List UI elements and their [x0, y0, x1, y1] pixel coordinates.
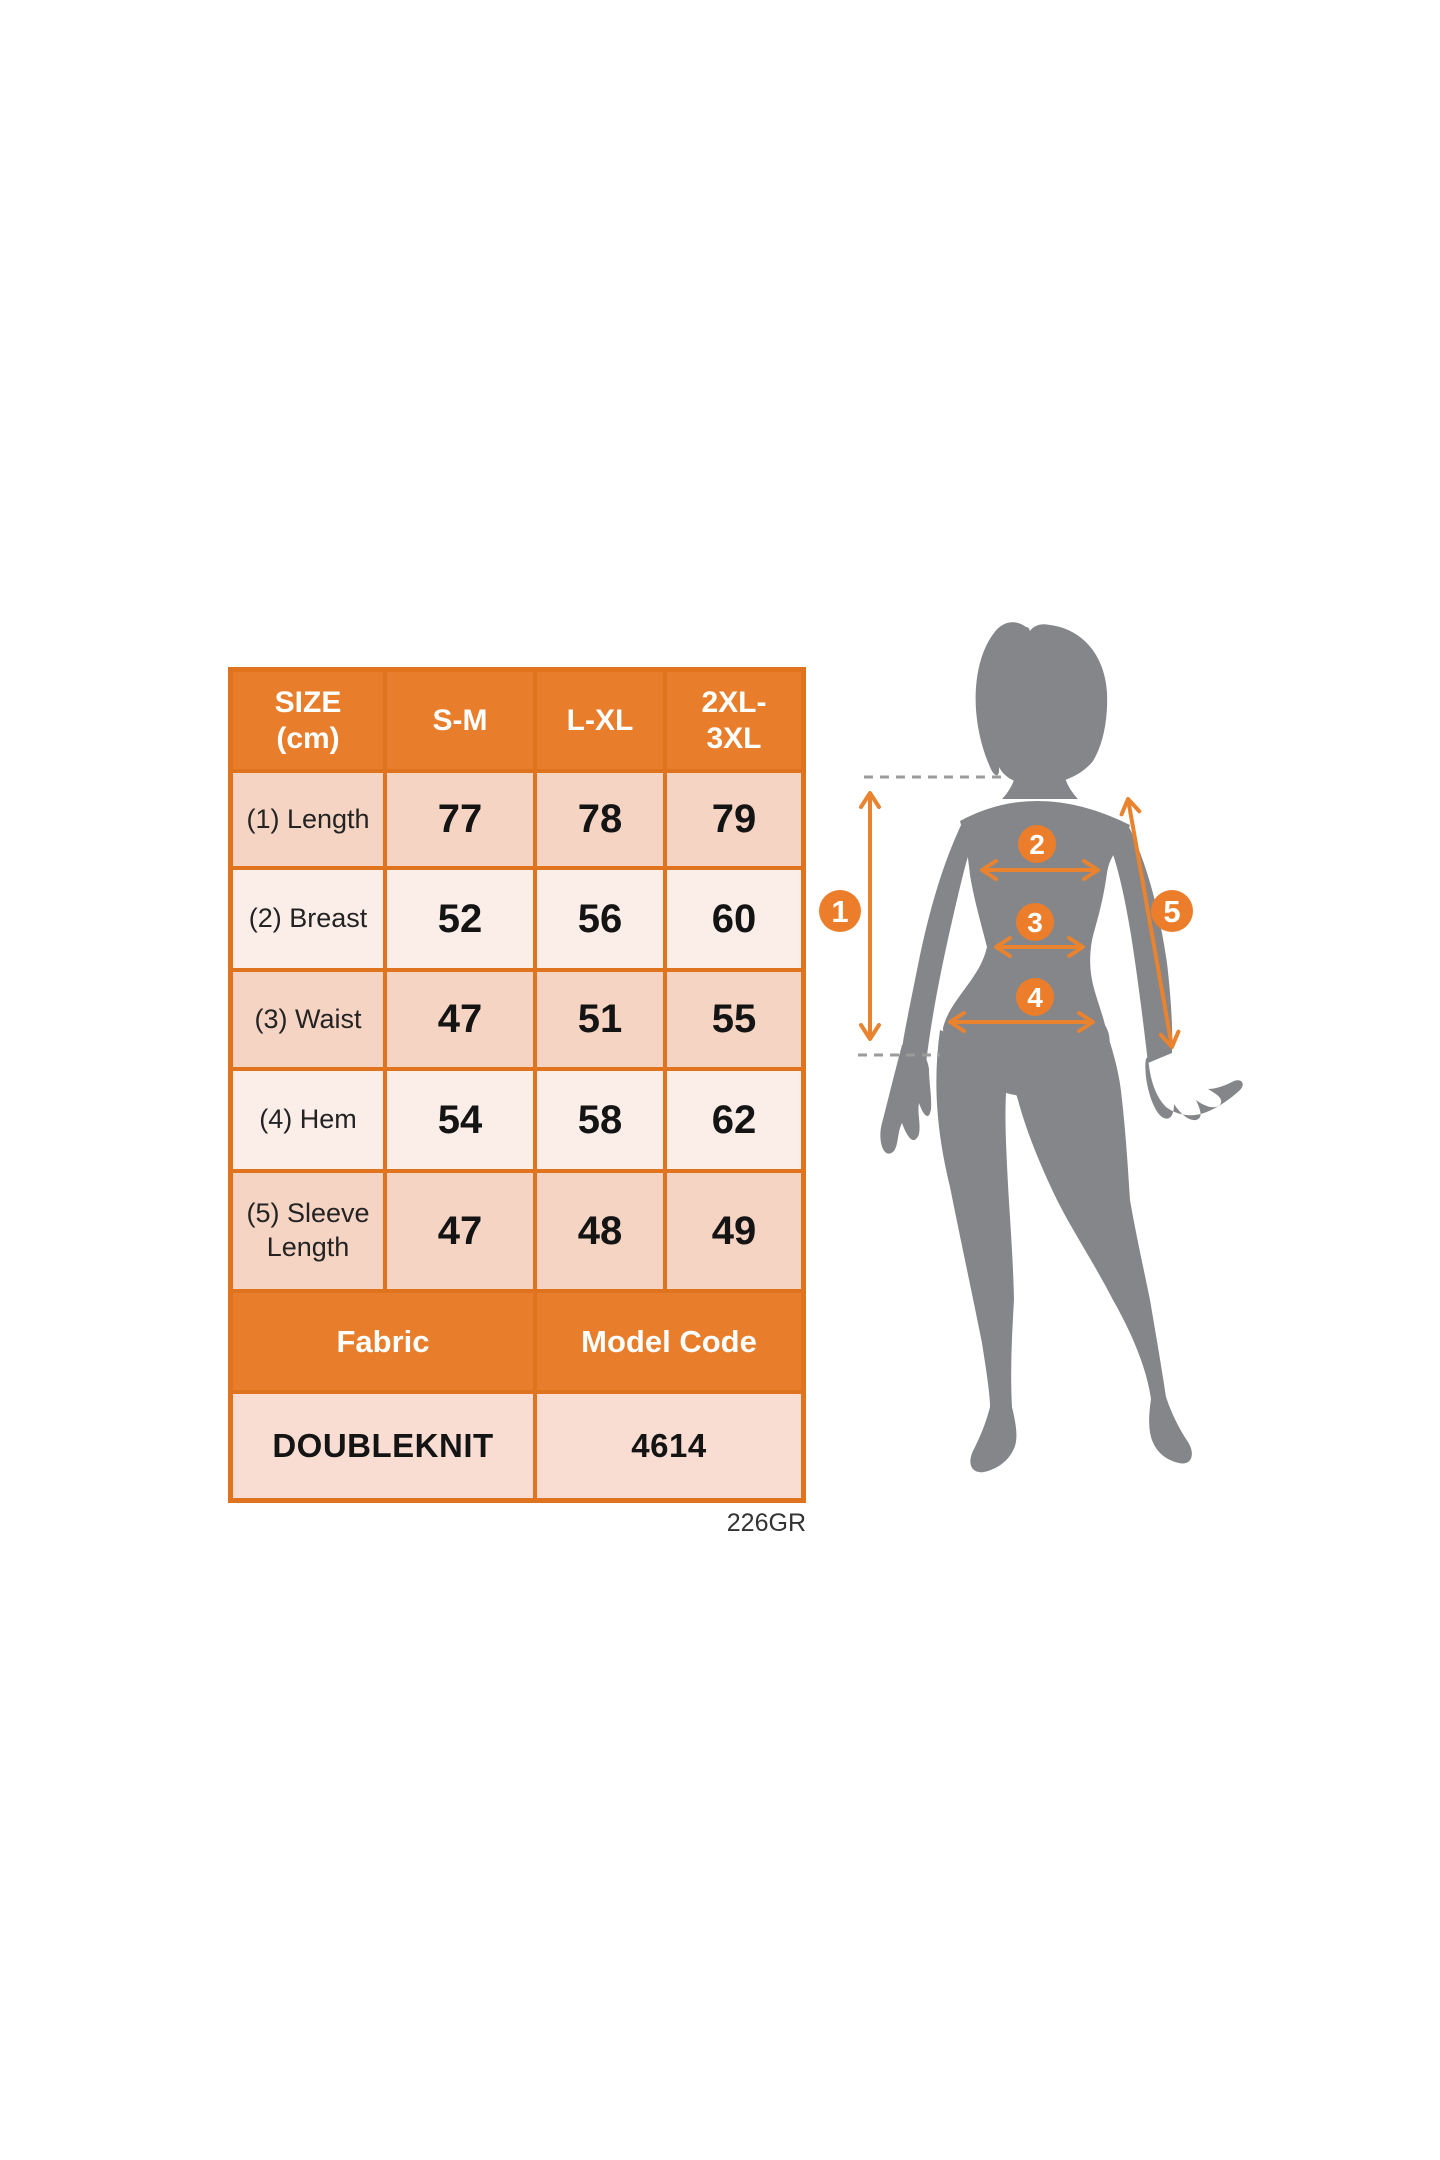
header-model-code: Model Code [537, 1293, 801, 1390]
row-breast-2xl3xl: 60 [667, 870, 801, 968]
header-2xl-3xl: 2XL-3XL [667, 672, 801, 769]
row-length-2xl3xl: 79 [667, 773, 801, 866]
row-sleeve-2xl3xl: 49 [667, 1173, 801, 1289]
row-hem-sm: 54 [387, 1071, 533, 1169]
svg-text:2: 2 [1029, 829, 1045, 860]
row-sleeve-sm: 47 [387, 1173, 533, 1289]
marker-1-badge: 1 [819, 890, 861, 932]
row-waist-lxl: 51 [537, 972, 663, 1067]
svg-text:3: 3 [1027, 907, 1043, 938]
sleeve-arrow [1119, 797, 1181, 1049]
row-waist-2xl3xl: 55 [667, 972, 801, 1067]
row-waist-label: (3) Waist [233, 972, 383, 1067]
row-hem-2xl3xl: 62 [667, 1071, 801, 1169]
header-size-cm: SIZE (cm) [233, 672, 383, 769]
marker-5-badge: 5 [1151, 890, 1193, 932]
row-breast-lxl: 56 [537, 870, 663, 968]
row-length-lxl: 78 [537, 773, 663, 866]
row-hem-label: (4) Hem [233, 1071, 383, 1169]
marker-2-badge: 2 [1018, 825, 1056, 863]
header-s-m: S-M [387, 672, 533, 769]
row-length-sm: 77 [387, 773, 533, 866]
row-hem-lxl: 58 [537, 1071, 663, 1169]
measurement-diagram: 1 2 3 4 5 [819, 622, 1243, 1473]
row-sleeve-label: (5) Sleeve Length [233, 1173, 383, 1289]
marker-4-badge: 4 [1016, 978, 1054, 1016]
row-breast-sm: 52 [387, 870, 533, 968]
header-l-xl: L-XL [537, 672, 663, 769]
svg-text:1: 1 [831, 894, 848, 929]
row-waist-sm: 47 [387, 972, 533, 1067]
svg-text:5: 5 [1163, 894, 1180, 929]
svg-text:4: 4 [1027, 982, 1043, 1013]
row-breast-label: (2) Breast [233, 870, 383, 968]
marker-3-badge: 3 [1016, 903, 1054, 941]
size-table: SIZE (cm) S-M L-XL 2XL-3XL (1) Length 77… [228, 667, 806, 1503]
row-length-label: (1) Length [233, 773, 383, 866]
model-code-value: 4614 [537, 1394, 801, 1498]
header-fabric: Fabric [233, 1293, 533, 1390]
woman-body-silhouette [880, 622, 1243, 1473]
fabric-value: DOUBLEKNIT [233, 1394, 533, 1498]
weight-note: 226GR [726, 1509, 806, 1537]
row-sleeve-lxl: 48 [537, 1173, 663, 1289]
